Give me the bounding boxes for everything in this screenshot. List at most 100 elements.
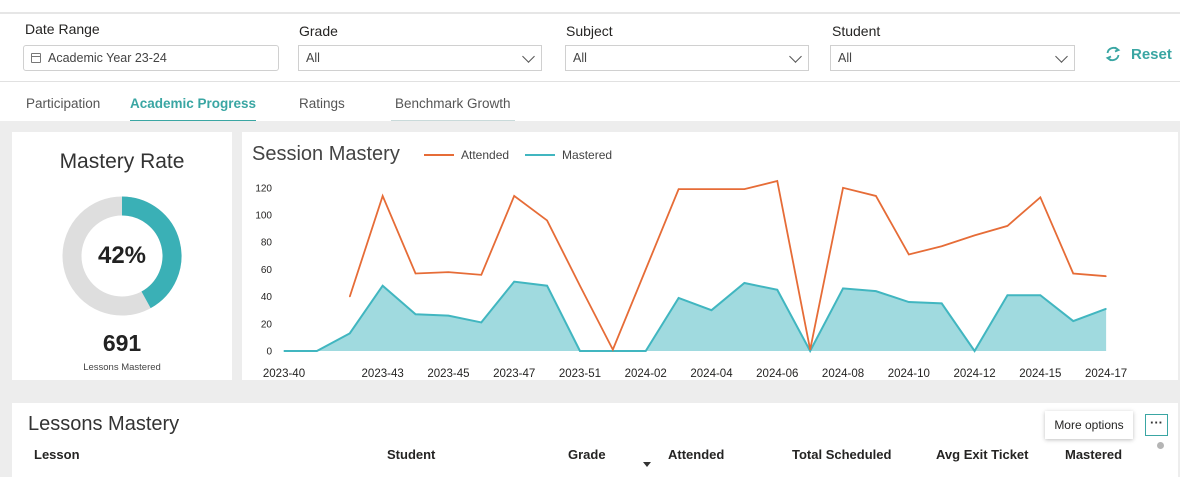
x-tick-label: 2023-40 [263, 368, 305, 380]
chart-legend: Attended Mastered [424, 148, 612, 162]
mastered-point [875, 290, 877, 292]
mastered-point [973, 350, 976, 352]
mastered-point [1105, 308, 1107, 310]
col-mastered[interactable]: Mastered [1065, 447, 1123, 462]
x-tick-label: 2023-51 [559, 368, 601, 380]
mastered-point [1039, 294, 1041, 296]
col-grade[interactable]: Grade [568, 447, 606, 462]
calendar-icon [31, 53, 41, 63]
attended-point [480, 274, 482, 276]
session-mastery-chart: 0 20 40 60 80 100 120 2023-40 2023-43 2023-45 2023… [255, 179, 1127, 380]
student-label: Student [832, 23, 881, 39]
mastered-area [284, 281, 1107, 351]
attended-point [546, 219, 548, 222]
attended-point [875, 195, 877, 197]
x-tick-label: 2024-15 [1019, 368, 1061, 380]
attended-point [1072, 272, 1074, 275]
mastered-point [382, 285, 384, 287]
attended-point [447, 271, 450, 273]
mastered-point [941, 302, 943, 304]
mastery-rate-value: 42% [97, 242, 147, 269]
session-mastery-card: Session Mastery Attended Mastered 0 20 40 6… [242, 132, 1178, 380]
y-tick-label: 80 [261, 238, 273, 249]
y-tick-label: 120 [255, 183, 272, 194]
top-border [0, 12, 1180, 14]
grade-value: All [306, 51, 320, 65]
sort-desc-icon [643, 462, 651, 467]
legend-mastered[interactable]: Mastered [525, 148, 612, 162]
mastered-point [908, 301, 910, 303]
mastered-point [283, 350, 285, 352]
x-tick-label: 2023-47 [493, 368, 535, 380]
more-options-tooltip: More options [1045, 411, 1133, 439]
attended-point [710, 188, 713, 190]
lessons-mastery-card [12, 403, 1178, 477]
more-options-button[interactable]: ··· [1145, 414, 1168, 436]
x-tick-label: 2024-06 [756, 368, 798, 380]
chevron-down-icon [789, 50, 802, 63]
mastered-point [743, 282, 745, 284]
col-student[interactable]: Student [387, 447, 436, 462]
y-tick-label: 40 [261, 292, 273, 303]
student-value: All [838, 51, 852, 65]
mastered-point [1006, 294, 1009, 296]
attended-point [414, 272, 417, 275]
attended-point [908, 253, 910, 256]
mastered-point [349, 332, 351, 334]
y-tick-label: 100 [255, 211, 272, 222]
x-tick-label: 2024-12 [953, 368, 995, 380]
tab-ratings[interactable]: Ratings [299, 96, 345, 111]
tab-benchmark-growth[interactable]: Benchmark Growth [391, 96, 515, 121]
date-range-value: Academic Year 23-24 [48, 51, 167, 65]
mastered-point [546, 285, 548, 287]
mastered-point [480, 321, 482, 324]
col-lesson[interactable]: Lesson [34, 447, 80, 462]
attended-point [645, 268, 647, 270]
tab-academic-progress[interactable]: Academic Progress [130, 96, 257, 121]
student-dropdown[interactable]: All [830, 45, 1075, 71]
lessons-mastery-title: Lessons Mastery [28, 413, 180, 435]
reset-button[interactable]: Reset [1104, 45, 1172, 63]
mastered-point [447, 315, 450, 317]
mastered-point [678, 297, 680, 299]
donut-mastered-arc [121, 196, 182, 309]
y-tick-label: 20 [261, 319, 273, 330]
mastered-line [284, 280, 1107, 354]
legend-attended-label: Attended [461, 148, 510, 162]
attended-point [1006, 225, 1009, 227]
x-tick-label: 2023-43 [362, 368, 404, 380]
date-range-label: Date Range [25, 21, 100, 37]
attended-point [1105, 275, 1107, 277]
attended-point [612, 349, 614, 351]
mastered-point [776, 289, 778, 291]
attended-point [513, 195, 515, 197]
mastered-point [316, 350, 318, 352]
legend-attended[interactable]: Attended [424, 148, 509, 162]
attended-point [776, 180, 778, 182]
scroll-indicator[interactable] [1157, 442, 1164, 449]
attended-point [579, 285, 581, 287]
tab-participation[interactable]: Participation [26, 96, 101, 111]
refresh-icon [1105, 46, 1121, 62]
y-tick-label: 60 [261, 265, 273, 276]
col-attended[interactable]: Attended [668, 447, 725, 462]
attended-point [842, 187, 844, 189]
chevron-down-icon [1055, 50, 1068, 63]
col-avg-exit-ticket[interactable]: Avg Exit Ticket [936, 447, 1029, 462]
x-tick-label: 2024-08 [822, 368, 864, 380]
date-range-field[interactable]: Academic Year 23-24 [23, 45, 279, 71]
subject-label: Subject [566, 23, 613, 39]
attended-point [743, 188, 745, 190]
grade-dropdown[interactable]: All [298, 45, 542, 71]
y-tick-label: 0 [266, 347, 272, 358]
mastered-point [710, 309, 713, 311]
mastered-point [513, 281, 515, 283]
col-total-scheduled[interactable]: Total Scheduled [792, 447, 892, 462]
subject-dropdown[interactable]: All [565, 45, 809, 71]
attended-point [809, 349, 811, 351]
lessons-mastered-count: 691 [102, 330, 142, 356]
attended-point [349, 296, 351, 298]
attended-point [382, 195, 384, 197]
filter-bar: Date Range Academic Year 23-24 Grade All… [0, 14, 1180, 82]
x-tick-label: 2024-17 [1085, 368, 1127, 380]
